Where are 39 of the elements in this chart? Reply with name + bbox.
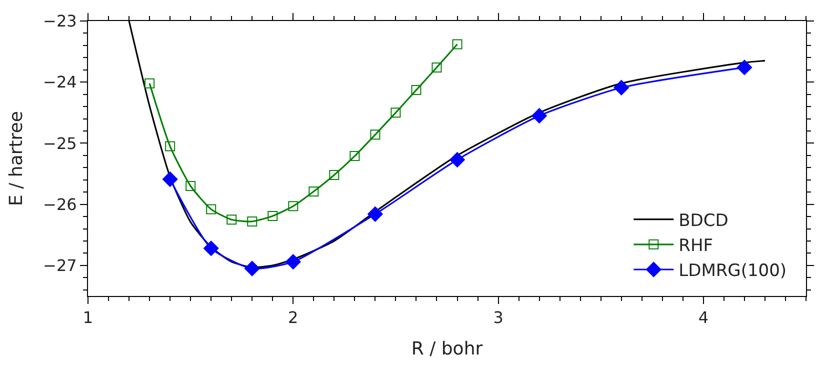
point <box>370 130 380 140</box>
x-tick-label: 1 <box>82 308 94 328</box>
point <box>285 254 301 270</box>
point <box>532 108 547 124</box>
point <box>432 62 442 72</box>
point <box>411 85 422 96</box>
x-tick-label: 4 <box>698 308 709 328</box>
point <box>244 260 260 276</box>
point <box>144 78 155 88</box>
point <box>450 152 465 168</box>
y-tick-label: −27 <box>43 256 77 276</box>
legend-label: BDCD <box>678 210 728 231</box>
y-tick-label: −26 <box>43 194 77 214</box>
point <box>226 214 237 225</box>
point <box>165 141 176 152</box>
point <box>329 170 340 180</box>
point <box>350 151 360 162</box>
point <box>614 80 630 96</box>
x-tick-label: 2 <box>288 308 298 328</box>
point <box>288 201 298 212</box>
point <box>390 108 401 118</box>
y-tick-label: −23 <box>43 12 77 31</box>
point <box>452 39 462 50</box>
point <box>268 210 278 221</box>
x-tick-label: 3 <box>493 308 504 328</box>
point <box>162 172 178 187</box>
x-axis-title: R / bohr <box>411 338 484 360</box>
point <box>203 240 219 256</box>
point <box>736 60 752 76</box>
point <box>247 216 258 226</box>
point <box>186 181 196 191</box>
point <box>368 206 383 222</box>
y-tick-label: −24 <box>43 72 77 92</box>
legend-label: LDMRG(100) <box>678 261 787 282</box>
legend-label: RHF <box>678 236 714 256</box>
point <box>308 186 319 196</box>
y-axis-title: E / hartree <box>6 111 28 206</box>
point <box>206 204 216 214</box>
y-tick-label: −25 <box>43 134 77 153</box>
